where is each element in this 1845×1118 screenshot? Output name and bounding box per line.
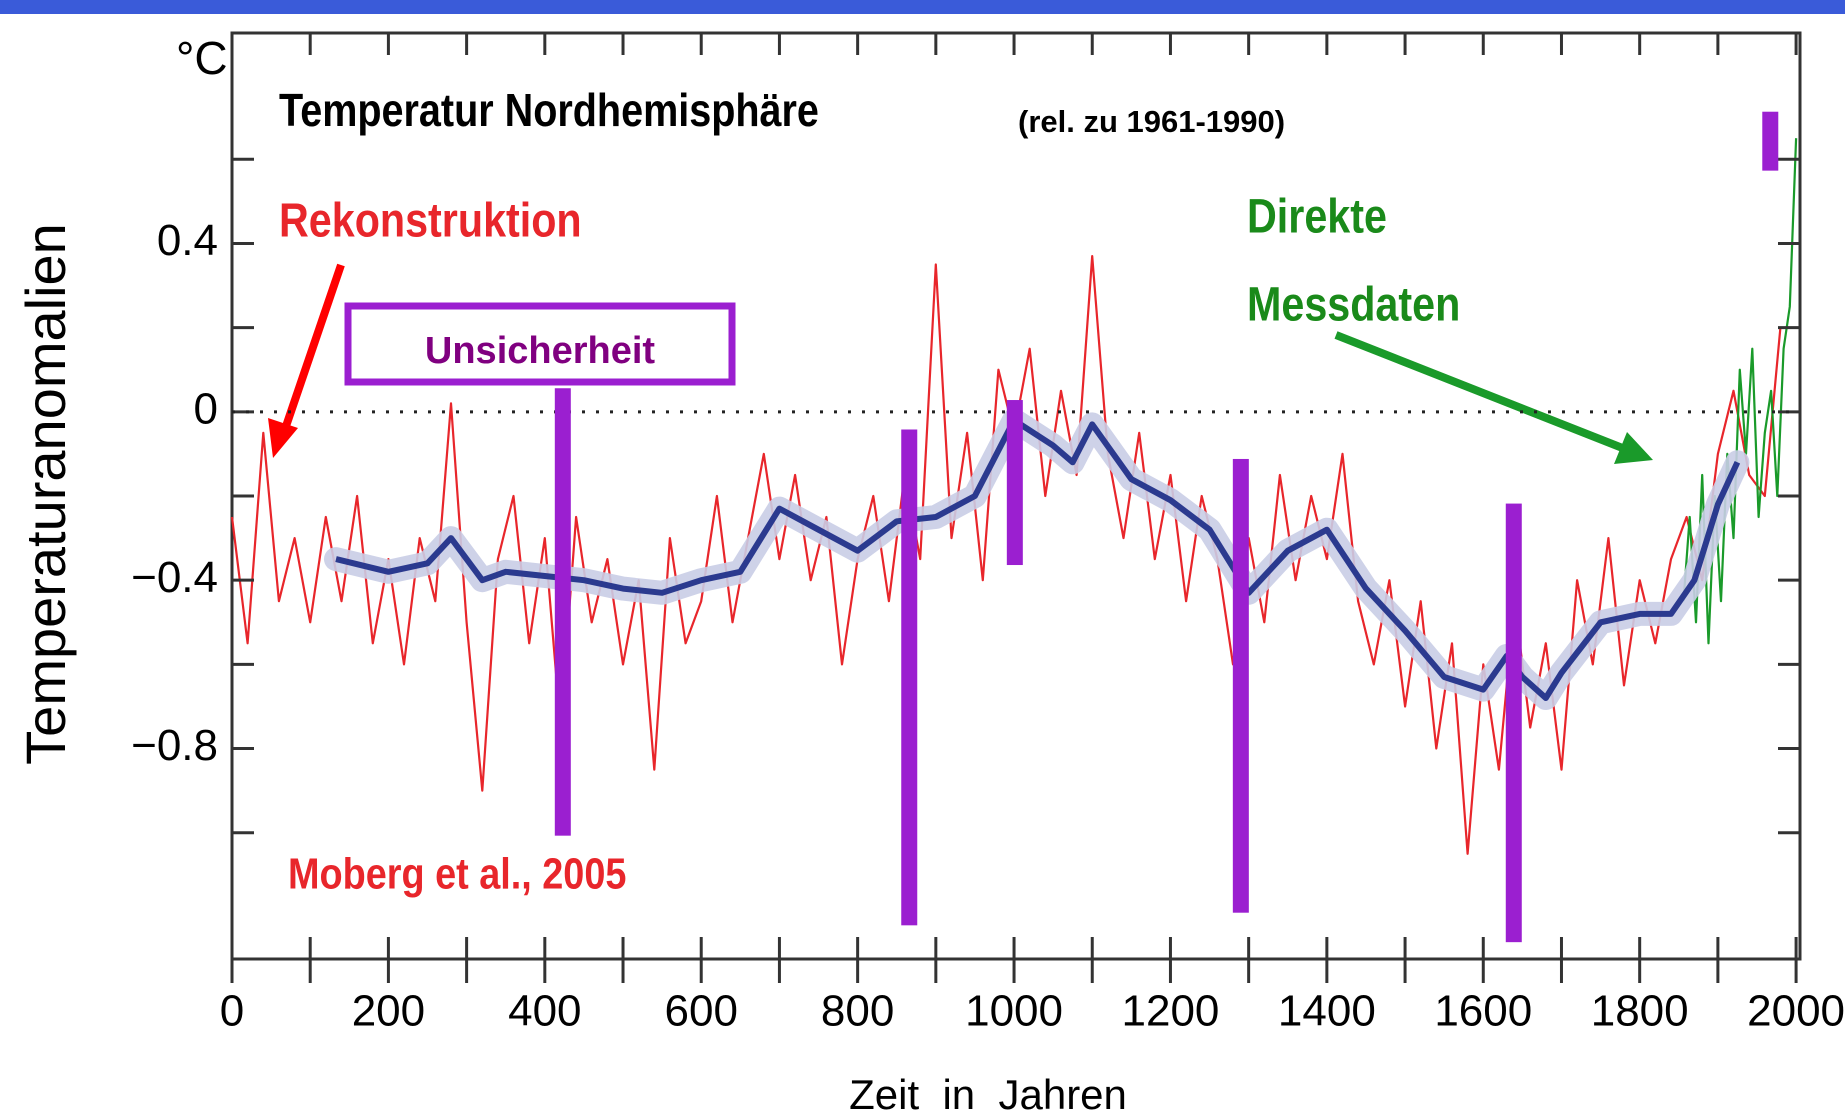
arrow [279,263,345,437]
x-tick-label: 1800 [1591,987,1689,1036]
annotation: Moberg et al., 2005 [288,849,626,898]
x-tick-label: 1600 [1434,987,1532,1036]
uncertainty-bar [554,388,571,836]
annotation: Messdaten [1247,278,1460,332]
annotation: Rekonstruktion [279,194,582,248]
series-line [335,417,1741,701]
y-tick-label: 0.4 [157,216,218,265]
x-tick-label: 1400 [1278,987,1376,1036]
unit-label: °C [176,32,228,84]
x-tick-label: 400 [508,987,581,1036]
uncertainty-bar [1505,503,1522,943]
chart-subtitle: (rel. zu 1961-1990) [1018,104,1285,139]
arrow [1334,331,1627,453]
x-tick-label: 600 [665,987,738,1036]
x-tick-label: 200 [352,987,425,1036]
x-tick-label: 0 [220,987,244,1036]
arrowhead [268,418,298,458]
chart-title: Temperatur Nordhemisphäre [279,85,819,136]
uncertainty-bar [1762,111,1779,171]
y-tick-label: −0.4 [131,553,218,602]
y-tick-label: −0.8 [131,721,218,770]
y-axis-label: Temperaturanomalien [14,223,77,765]
arrowhead [1614,432,1653,464]
x-tick-label: 1200 [1122,987,1220,1036]
x-tick-label: 1000 [965,987,1063,1036]
x-tick-label: 800 [821,987,894,1036]
uncertainty-bar [901,429,918,926]
top-bar [0,0,1845,14]
annotation: Direkte [1247,190,1387,244]
annotation-box [344,302,736,386]
x-axis-label: Zeit in Jahren [849,1071,1127,1118]
x-tick-label: 2000 [1747,987,1845,1036]
series-line [1682,138,1798,645]
uncertainty-bar [1232,458,1249,913]
annotation: Unsicherheit [425,330,656,372]
uncertainty-bar [1006,400,1023,566]
y-tick-label: 0 [194,384,218,433]
